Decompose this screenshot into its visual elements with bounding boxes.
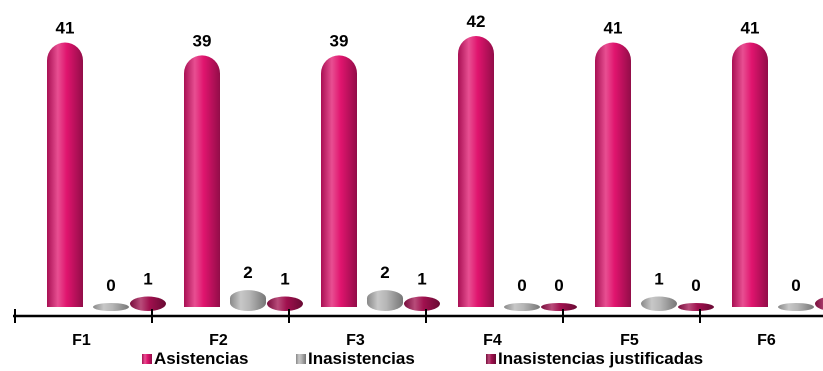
x-tick-label-f4: F4 <box>483 332 502 349</box>
data-label-inasistencias-f1: 0 <box>106 276 115 295</box>
data-label-asistencias-f3: 39 <box>330 31 349 50</box>
data-label-inasistencias-justificadas-f5: 0 <box>691 276 700 295</box>
x-tick-label-f2: F2 <box>209 332 228 349</box>
bar-inasistencias-f3 <box>367 290 403 311</box>
bar-inasistencias-f1 <box>93 303 129 311</box>
legend-item-inasistencias-justificadas: Inasistencias justificadas <box>486 349 703 368</box>
bar-asistencias-f5 <box>595 42 631 307</box>
legend-item-inasistencias: Inasistencias <box>296 349 415 368</box>
bar-asistencias-f6 <box>732 42 768 307</box>
legend: Asistencias Inasistencias Inasistencias ju… <box>142 349 703 368</box>
bar-inasistencias-justificadas-f5 <box>678 303 714 311</box>
bar-inasistencias-justificadas-f4 <box>541 303 577 311</box>
bar-inasistencias-f2 <box>230 290 266 311</box>
legend-label: Inasistencias <box>308 349 415 368</box>
data-label-inasistencias-f5: 1 <box>654 270 663 289</box>
x-tick-label-f1: F1 <box>72 332 91 349</box>
bar-asistencias-f1 <box>47 42 83 307</box>
legend-label: Inasistencias justificadas <box>498 349 703 368</box>
x-tick-label-f5: F5 <box>620 332 639 349</box>
data-label-inasistencias-justificadas-f3: 1 <box>417 270 426 289</box>
data-label-inasistencias-justificadas-f4: 0 <box>554 276 563 295</box>
legend-label: Asistencias <box>154 349 249 368</box>
data-label-inasistencias-f4: 0 <box>517 276 526 295</box>
data-label-asistencias-f6: 41 <box>741 18 760 37</box>
bar-asistencias-f4 <box>458 36 494 307</box>
data-label-asistencias-f1: 41 <box>56 18 75 37</box>
bar-asistencias-f3 <box>321 55 357 307</box>
x-axis: F1 F2 F3 F4 F5 F6 <box>13 309 823 349</box>
bar-inasistencias-f4 <box>504 303 540 311</box>
legend-item-asistencias: Asistencias <box>142 349 249 368</box>
bars-layer <box>47 36 823 311</box>
data-labels-layer: 410139213921420041104101 <box>56 12 801 295</box>
bar-inasistencias-justificadas-f1 <box>130 296 166 311</box>
data-label-asistencias-f5: 41 <box>604 18 623 37</box>
bar-inasistencias-f5 <box>641 296 677 311</box>
data-label-inasistencias-f3: 2 <box>380 263 389 282</box>
data-label-inasistencias-f2: 2 <box>243 263 252 282</box>
bar-inasistencias-f6 <box>778 303 814 311</box>
legend-swatch <box>296 354 306 364</box>
legend-swatch <box>142 354 152 364</box>
bar-inasistencias-justificadas-f2 <box>267 296 303 311</box>
x-tick-label-f6: F6 <box>757 332 776 349</box>
data-label-inasistencias-justificadas-f2: 1 <box>280 270 289 289</box>
bar-inasistencias-justificadas-f6 <box>815 297 823 310</box>
x-tick-label-f3: F3 <box>346 332 365 349</box>
bar-inasistencias-justificadas-f3 <box>404 296 440 311</box>
data-label-asistencias-f2: 39 <box>193 31 212 50</box>
bar-asistencias-f2 <box>184 55 220 307</box>
data-label-inasistencias-f6: 0 <box>791 276 800 295</box>
data-label-asistencias-f4: 42 <box>467 12 486 31</box>
legend-swatch <box>486 354 496 364</box>
data-label-inasistencias-justificadas-f1: 1 <box>143 270 152 289</box>
